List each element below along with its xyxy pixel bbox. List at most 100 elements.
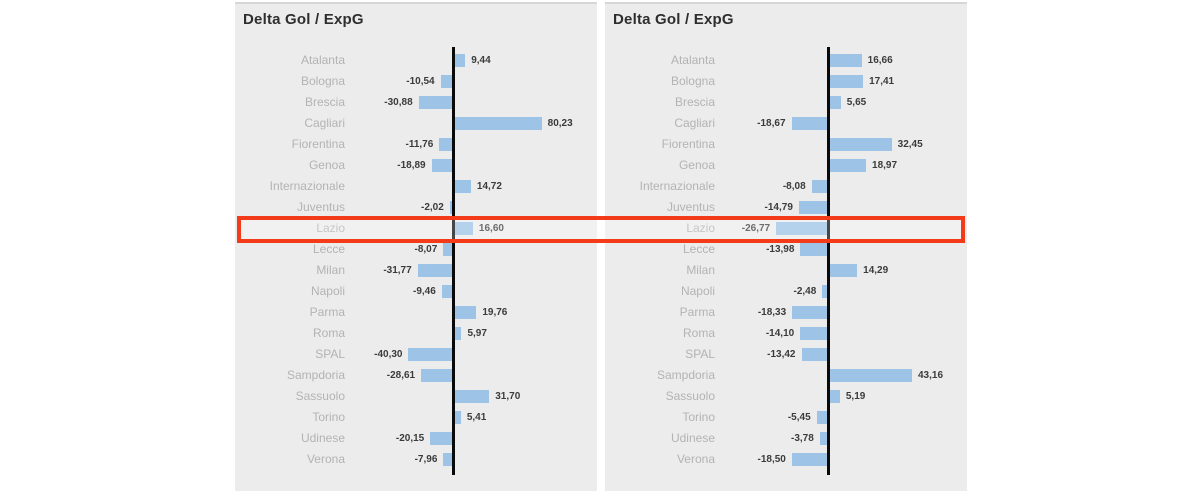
team-label: Roma (312, 326, 345, 340)
value-label: 32,45 (897, 139, 923, 150)
value-label: 9,44 (471, 55, 491, 66)
value-label: -2,02 (421, 202, 444, 213)
chart-panels: Delta Gol / ExpG Atalanta 9,44 Bologna -10,… (235, 2, 967, 491)
team-label: Lecce (312, 242, 345, 256)
value-label: 14,72 (476, 181, 502, 192)
value-label: -11,76 (405, 139, 434, 150)
chart-row: Roma 5,97 (235, 323, 597, 344)
chart-row: Parma -18,33 (605, 302, 967, 323)
bar (455, 222, 473, 235)
chart-row: Udinese -20,15 (235, 428, 597, 449)
team-label: Sampdoria (286, 368, 345, 382)
bar (830, 390, 840, 403)
value-label: -10,54 (406, 76, 435, 87)
bar (816, 411, 827, 424)
value-label: -18,50 (757, 454, 786, 465)
chart-row: Milan 14,29 (605, 260, 967, 281)
value-label: 80,23 (547, 118, 573, 129)
team-label: Bologna (670, 74, 715, 88)
bar (830, 54, 862, 67)
bar (830, 264, 858, 277)
value-label: -26,77 (741, 223, 771, 234)
bar (443, 453, 452, 466)
chart-row: Bologna 17,41 (605, 71, 967, 92)
bar (830, 75, 864, 88)
team-label: Roma (682, 326, 715, 340)
team-label: Internazionale (639, 179, 715, 193)
chart-row: Fiorentina -11,76 (235, 134, 597, 155)
bar (455, 390, 490, 403)
chart-row: Cagliari 80,23 (235, 113, 597, 134)
chart-row: Parma 19,76 (235, 302, 597, 323)
team-label: Torino (312, 410, 345, 424)
chart-row: Sassuolo 5,19 (605, 386, 967, 407)
value-label: -7,96 (414, 454, 438, 465)
bar (798, 201, 827, 214)
chart-row: Brescia -30,88 (235, 92, 597, 113)
team-label: Verona (676, 452, 715, 466)
team-label: Udinese (670, 431, 715, 445)
team-label: Bologna (300, 74, 345, 88)
team-label: Torino (682, 410, 715, 424)
bar (441, 285, 452, 298)
team-label: Lazio (316, 221, 345, 235)
chart-row: Atalanta 9,44 (235, 50, 597, 71)
chart-row: Napoli -9,46 (235, 281, 597, 302)
team-label: Sassuolo (295, 389, 345, 403)
team-label: Cagliari (674, 116, 715, 130)
value-label: -13,98 (766, 244, 795, 255)
chart-row: Cagliari -18,67 (605, 113, 967, 134)
bar (800, 327, 827, 340)
zero-axis-line (827, 47, 830, 475)
chart-row: Torino -5,45 (605, 407, 967, 428)
team-label: Napoli (680, 284, 715, 298)
value-label: 18,97 (872, 160, 898, 171)
bar (455, 54, 466, 67)
value-label: -28,61 (386, 370, 416, 381)
team-label: Fiorentina (661, 137, 715, 151)
value-label: 17,41 (869, 76, 895, 87)
chart-title: Delta Gol / ExpG (243, 11, 364, 28)
value-label: -18,33 (757, 307, 787, 318)
bar (822, 285, 827, 298)
team-label: Atalanta (300, 53, 345, 67)
chart-row: SPAL -13,42 (605, 344, 967, 365)
value-label: -5,45 (787, 412, 811, 423)
value-label: -31,77 (383, 265, 412, 276)
bar (830, 159, 867, 172)
chart-row: Milan -31,77 (235, 260, 597, 281)
value-label: 14,29 (863, 265, 889, 276)
chart-row: Torino 5,41 (235, 407, 597, 428)
chart-row: Juventus -2,02 (235, 197, 597, 218)
bar (455, 306, 477, 319)
value-label: -14,79 (764, 202, 793, 213)
value-label: 16,60 (478, 223, 504, 234)
chart-row: Genoa 18,97 (605, 155, 967, 176)
bar (455, 180, 471, 193)
bar (792, 306, 827, 319)
value-label: -14,10 (765, 328, 795, 339)
bar (455, 327, 462, 340)
value-label: 5,97 (467, 328, 487, 339)
team-label: Juventus (296, 200, 345, 214)
chart-title: Delta Gol / ExpG (613, 11, 734, 28)
team-label: SPAL (685, 347, 715, 361)
team-label: Milan (316, 263, 345, 277)
bar (421, 369, 452, 382)
team-label: Brescia (304, 95, 345, 109)
value-label: -20,15 (395, 433, 425, 444)
chart-row: Sampdoria -28,61 (235, 365, 597, 386)
chart-row: Juventus -14,79 (605, 197, 967, 218)
chart-row: Fiorentina 32,45 (605, 134, 967, 155)
chart-row: SPAL -40,30 (235, 344, 597, 365)
team-label: Napoli (310, 284, 345, 298)
chart-row: Sampdoria 43,16 (605, 365, 967, 386)
chart-row: Lecce -8,07 (235, 239, 597, 260)
value-label: 5,41 (466, 412, 487, 423)
team-label: Parma (679, 305, 715, 319)
chart-row: Sassuolo 31,70 (235, 386, 597, 407)
bar (418, 96, 452, 109)
bar (431, 159, 452, 172)
bar (455, 117, 542, 130)
